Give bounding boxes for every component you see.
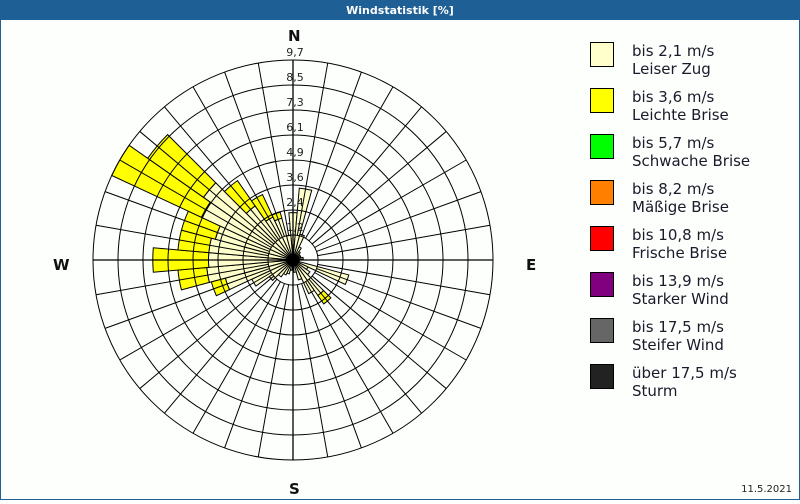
grid-spoke: [316, 269, 480, 329]
wind-rose-plot: [0, 20, 580, 500]
center-hub: [289, 256, 297, 264]
legend-swatch: [590, 226, 614, 251]
legend-swatch: [590, 364, 614, 389]
grid-spoke: [225, 283, 285, 447]
compass-north-label: N: [288, 27, 301, 45]
grid-spoke: [316, 192, 480, 252]
footer-date: 11.5.2021: [741, 484, 792, 495]
compass-east-label: E: [526, 256, 536, 274]
legend-name: Schwache Brise: [632, 152, 750, 170]
legend-swatch: [590, 272, 614, 297]
grid-spoke: [302, 283, 362, 447]
legend-name: Leiser Zug: [632, 60, 714, 78]
legend-name: Steifer Wind: [632, 336, 724, 354]
grid-spoke: [312, 276, 446, 388]
legend-swatch: [590, 180, 614, 205]
legend-range: bis 8,2 m/s: [632, 180, 729, 198]
grid-spoke: [312, 131, 446, 243]
window-title: Windstatistik [%]: [0, 0, 800, 20]
legend-swatch: [590, 134, 614, 159]
ring-label: 1,2: [286, 221, 304, 234]
wind-rose: [0, 20, 580, 500]
legend-range: über 17,5 m/s: [632, 364, 737, 382]
ring-label: 8,5: [286, 71, 304, 84]
legend-name: Mäßige Brise: [632, 198, 729, 216]
grid-spoke: [309, 279, 421, 413]
legend-name: Frische Brise: [632, 244, 727, 262]
ring-label: 2,4: [286, 196, 304, 209]
grid-spoke: [193, 282, 281, 434]
legend-swatch: [590, 42, 614, 67]
ring-label: 6,1: [286, 121, 304, 134]
legend-name: Starker Wind: [632, 290, 729, 308]
grid-spoke: [140, 276, 274, 388]
legend-range: bis 2,1 m/s: [632, 42, 714, 60]
grid-spoke: [315, 273, 467, 361]
ring-label: 4,9: [286, 146, 304, 159]
legend-name: Leichte Brise: [632, 106, 729, 124]
ring-label: 9,7: [286, 46, 304, 59]
grid-spoke: [297, 285, 327, 457]
grid-spoke: [258, 285, 288, 457]
grid-spoke: [306, 282, 394, 434]
grid-spoke: [309, 107, 421, 241]
legend-swatch: [590, 88, 614, 113]
grid-spoke: [302, 72, 362, 236]
compass-west-label: W: [53, 256, 70, 274]
grid-spoke: [164, 279, 276, 413]
grid-spoke: [306, 87, 394, 239]
ring-label: 3,6: [286, 171, 304, 184]
ring-label: 7,3: [286, 96, 304, 109]
compass-south-label: S: [289, 480, 300, 498]
legend-swatch: [590, 318, 614, 343]
legend-range: bis 5,7 m/s: [632, 134, 750, 152]
legend-range: bis 3,6 m/s: [632, 88, 729, 106]
grid-spoke: [315, 160, 467, 248]
legend-range: bis 17,5 m/s: [632, 318, 724, 336]
legend-name: Sturm: [632, 382, 737, 400]
legend-range: bis 13,9 m/s: [632, 272, 729, 290]
grid-spoke: [318, 225, 490, 255]
legend-range: bis 10,8 m/s: [632, 226, 727, 244]
